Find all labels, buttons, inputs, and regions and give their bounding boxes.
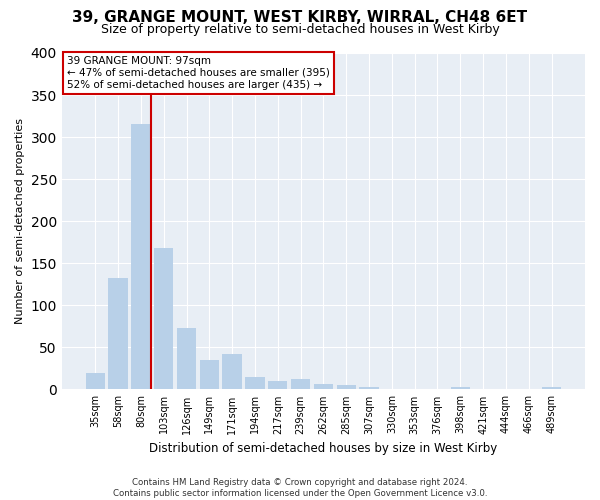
Text: 39, GRANGE MOUNT, WEST KIRBY, WIRRAL, CH48 6ET: 39, GRANGE MOUNT, WEST KIRBY, WIRRAL, CH…: [73, 10, 527, 25]
Bar: [337, 385, 356, 390]
Bar: [131, 124, 151, 390]
Bar: [177, 328, 196, 390]
Y-axis label: Number of semi-detached properties: Number of semi-detached properties: [15, 118, 25, 324]
Bar: [451, 387, 470, 390]
Text: 39 GRANGE MOUNT: 97sqm
← 47% of semi-detached houses are smaller (395)
52% of se: 39 GRANGE MOUNT: 97sqm ← 47% of semi-det…: [67, 56, 330, 90]
Bar: [291, 380, 310, 390]
Bar: [154, 248, 173, 390]
Bar: [314, 384, 333, 390]
Text: Contains HM Land Registry data © Crown copyright and database right 2024.
Contai: Contains HM Land Registry data © Crown c…: [113, 478, 487, 498]
Bar: [268, 381, 287, 390]
Bar: [223, 354, 242, 390]
Bar: [245, 377, 265, 390]
Bar: [109, 278, 128, 390]
Bar: [359, 387, 379, 390]
X-axis label: Distribution of semi-detached houses by size in West Kirby: Distribution of semi-detached houses by …: [149, 442, 497, 455]
Bar: [405, 388, 424, 390]
Bar: [382, 388, 401, 390]
Bar: [542, 387, 561, 390]
Text: Size of property relative to semi-detached houses in West Kirby: Size of property relative to semi-detach…: [101, 22, 499, 36]
Bar: [200, 360, 219, 390]
Bar: [86, 372, 105, 390]
